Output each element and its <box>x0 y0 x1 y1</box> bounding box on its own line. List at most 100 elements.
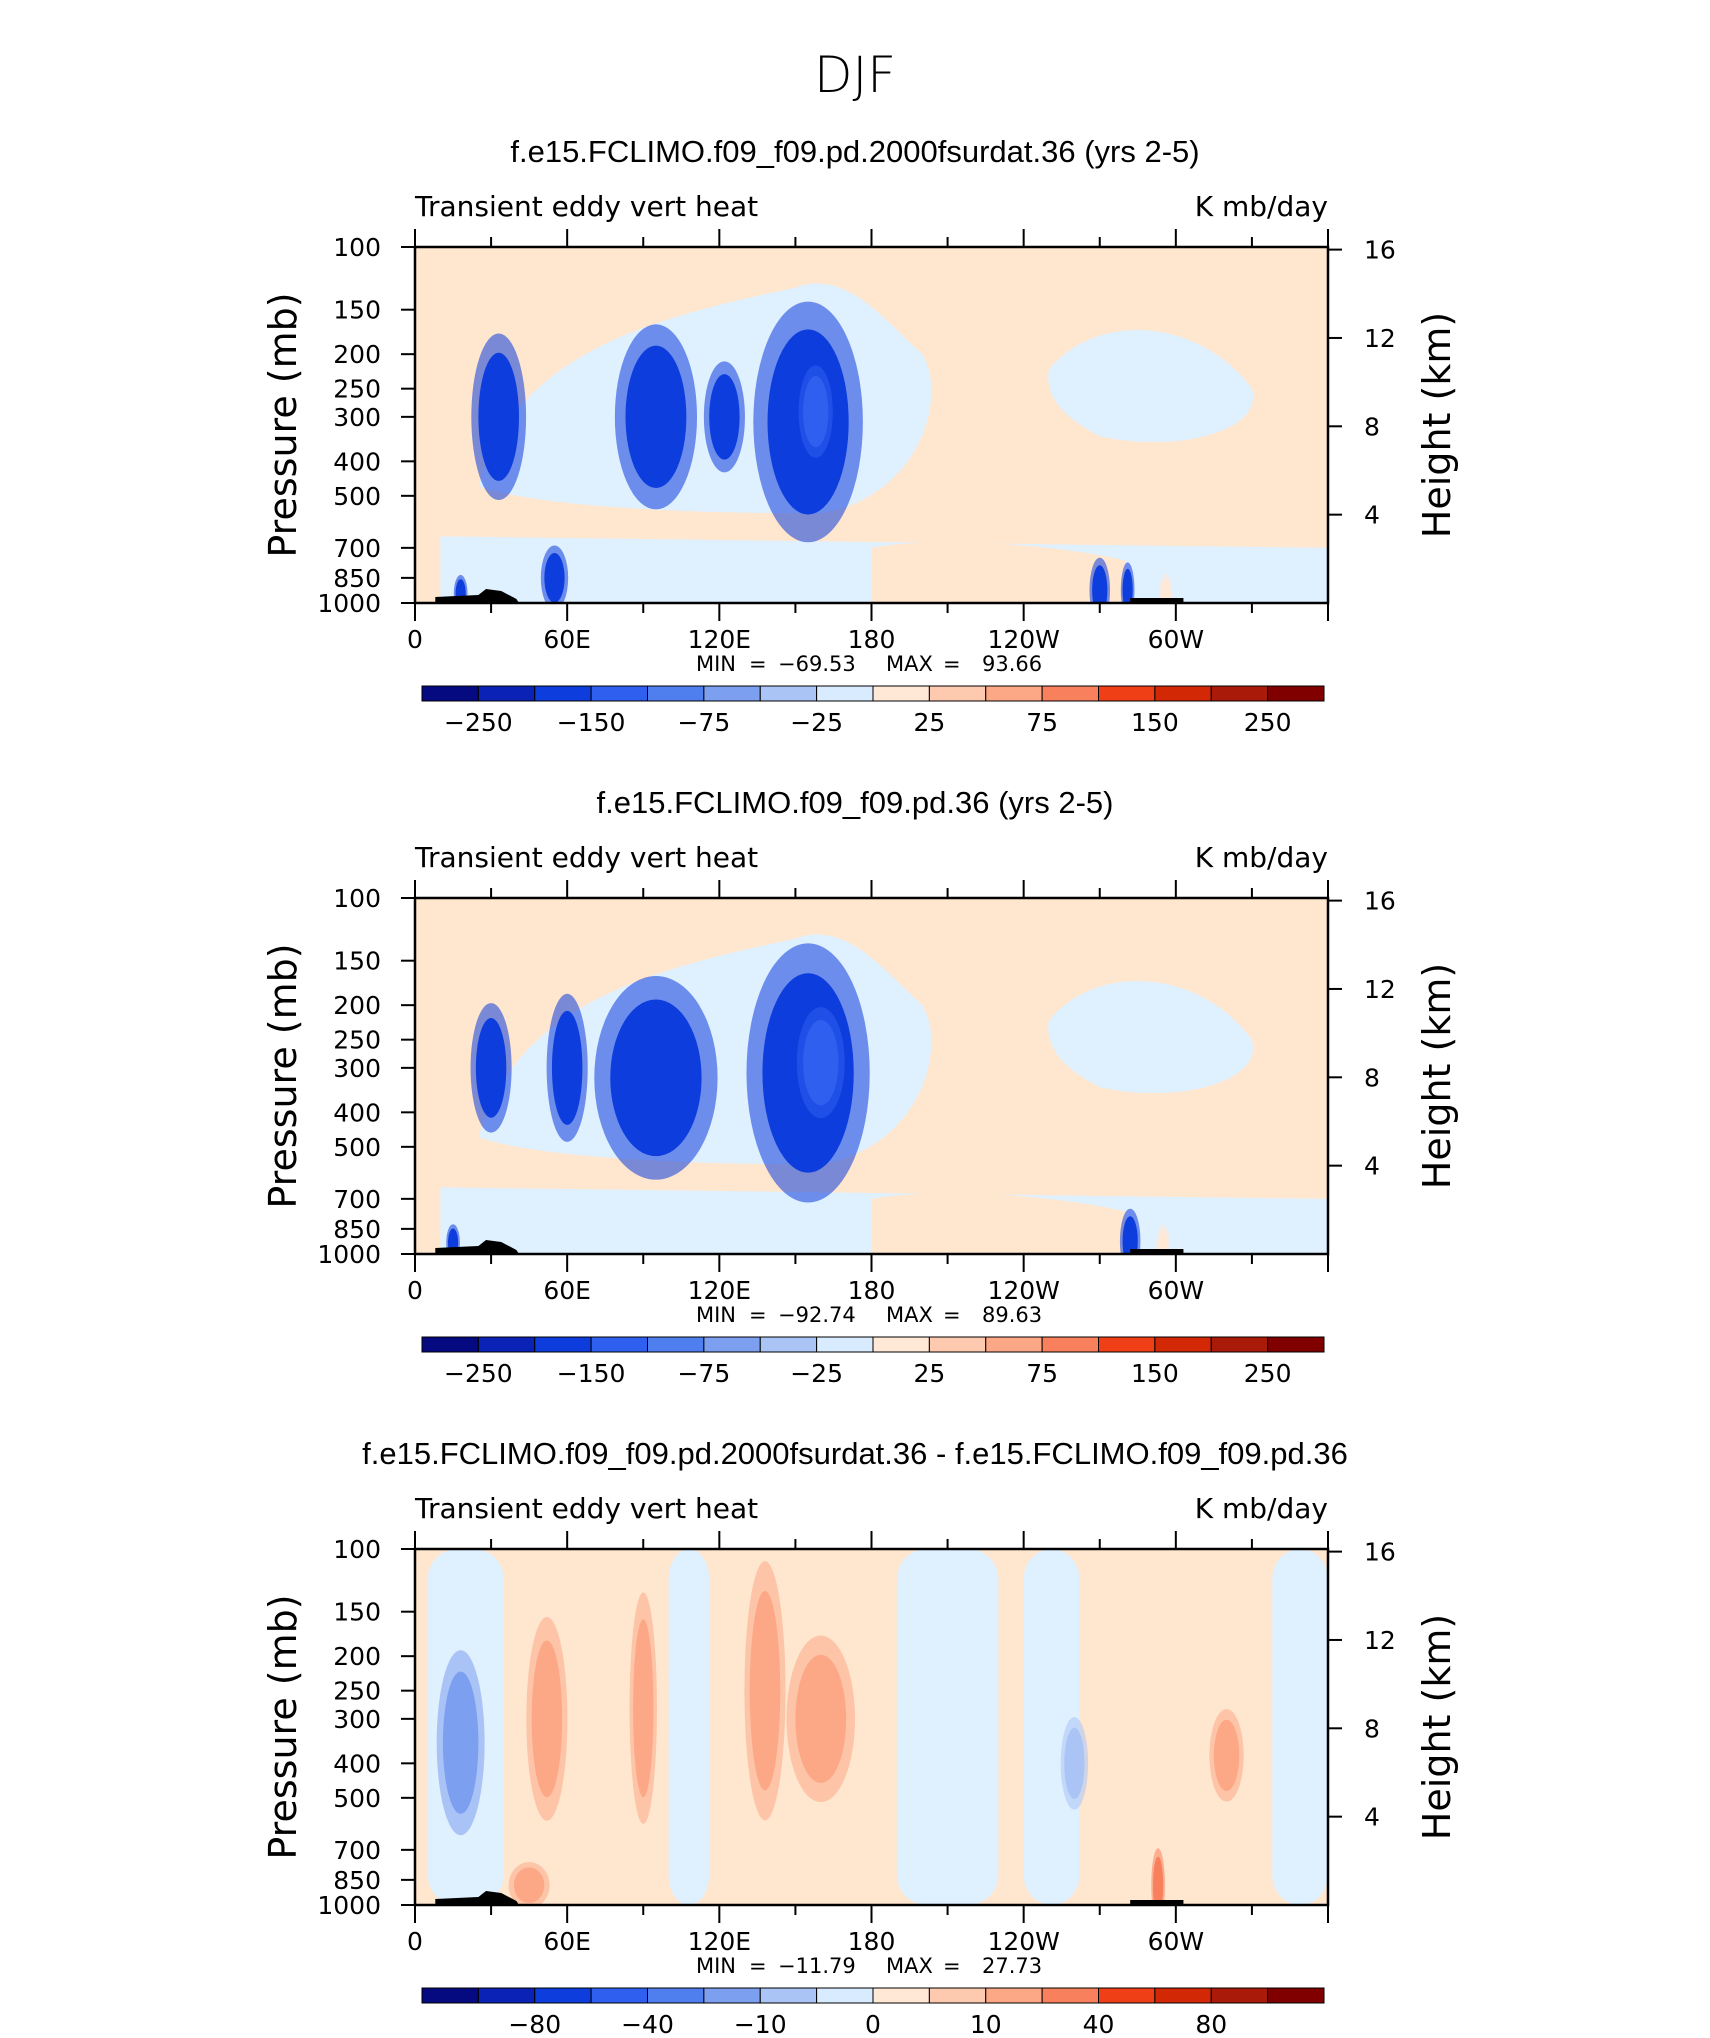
chart-panel: f.e15.FCLIMO.f09_f09.pd.2000fsurdat.36 -… <box>261 1436 1459 2038</box>
contour-core <box>513 1867 545 1904</box>
x-tick-label: 120E <box>688 625 752 654</box>
y-right-tick-label: 4 <box>1364 501 1380 530</box>
x-tick-label: 60E <box>543 625 591 654</box>
colorbar-swatch <box>759 1987 818 2004</box>
colorbar-label: 0 <box>865 2010 881 2038</box>
colorbar-swatch <box>590 1987 648 2004</box>
panel-title: f.e15.FCLIMO.f09_f09.pd.2000fsurdat.36 (… <box>510 134 1199 169</box>
colorbar-label: −150 <box>557 1359 626 1388</box>
y-right-tick-label: 16 <box>1364 1538 1396 1567</box>
colorbar-label: 25 <box>913 708 945 737</box>
colorbar-swatch <box>647 1336 705 1353</box>
colorbar-swatch <box>1267 685 1325 702</box>
contour-field <box>415 898 1328 1254</box>
min-label: MIN <box>696 652 736 676</box>
x-tick-label: 120W <box>987 1927 1059 1956</box>
y-tick-label: 200 <box>333 340 381 369</box>
y-tick-label: 250 <box>333 375 381 404</box>
contour-core <box>442 1671 479 1814</box>
colorbar-label: 250 <box>1244 1359 1292 1388</box>
contour-core <box>1092 565 1108 603</box>
topography <box>1130 598 1184 603</box>
colorbar-swatch <box>534 685 592 702</box>
y-tick-label: 850 <box>333 1215 381 1244</box>
colorbar-swatch <box>590 685 648 702</box>
topography <box>1130 1900 1184 1905</box>
max-equals: = <box>943 1954 961 1978</box>
negative-region <box>1272 1549 1328 1905</box>
y-tick-label: 150 <box>333 296 381 325</box>
y-tick-label: 400 <box>333 447 381 476</box>
x-tick-label: 0 <box>407 625 423 654</box>
colorbar-swatch <box>1154 685 1212 702</box>
variable-label: Transient eddy vert heat <box>414 841 758 874</box>
contour-core <box>544 552 565 603</box>
y-tick-label: 1000 <box>317 1891 381 1920</box>
x-tick-label: 120W <box>987 1276 1059 1305</box>
contour-core <box>1153 1856 1164 1905</box>
colorbar-swatch <box>590 1336 648 1353</box>
x-tick-label: 120W <box>987 625 1059 654</box>
y-tick-label: 250 <box>333 1026 381 1055</box>
contour-core <box>1122 1216 1138 1254</box>
colorbar-label: −80 <box>508 2010 561 2038</box>
variable-label: Transient eddy vert heat <box>414 190 758 223</box>
y-tick-label: 400 <box>333 1098 381 1127</box>
y-tick-label: 200 <box>333 991 381 1020</box>
contour-core <box>478 352 519 481</box>
colorbar-swatch <box>872 1987 930 2004</box>
variable-label: Transient eddy vert heat <box>414 1492 758 1525</box>
contour-field <box>415 1549 1328 1905</box>
colorbar-label: 40 <box>1083 2010 1115 2038</box>
colorbar-swatch <box>703 1987 761 2004</box>
min-value: −11.79 <box>778 1954 856 1978</box>
colorbar-swatch <box>759 1336 818 1353</box>
max-equals: = <box>943 652 961 676</box>
y-tick-label: 850 <box>333 1866 381 1895</box>
contour-core <box>625 345 687 489</box>
colorbar-label: −150 <box>557 708 626 737</box>
x-tick-label: 60W <box>1148 1276 1205 1305</box>
y-tick-label: 850 <box>333 564 381 593</box>
y-right-tick-label: 16 <box>1364 887 1396 916</box>
topography <box>435 1240 519 1254</box>
y-right-tick-label: 12 <box>1364 1626 1396 1655</box>
topography <box>435 1891 519 1905</box>
y-axis-title-right: Height (km) <box>1415 312 1459 538</box>
x-tick-label: 120E <box>688 1927 752 1956</box>
max-value: 89.63 <box>982 1303 1042 1327</box>
contour-core <box>1160 578 1171 603</box>
colorbar-label: 150 <box>1131 708 1179 737</box>
contour-core <box>709 374 740 460</box>
panel-title: f.e15.FCLIMO.f09_f09.pd.36 (yrs 2-5) <box>597 785 1114 820</box>
positive-region <box>871 1193 1126 1254</box>
colorbar-swatch <box>1041 685 1099 702</box>
negative-region <box>1048 981 1254 1094</box>
min-equals: = <box>749 1303 767 1327</box>
y-axis-title: Pressure (mb) <box>261 943 305 1208</box>
x-tick-label: 120E <box>688 1276 752 1305</box>
x-tick-label: 60W <box>1148 1927 1205 1956</box>
colorbar-swatch <box>1041 1336 1099 1353</box>
y-right-tick-label: 4 <box>1364 1152 1380 1181</box>
colorbar-label: 75 <box>1026 708 1058 737</box>
colorbar-label: 75 <box>1026 1359 1058 1388</box>
negative-region <box>1048 330 1254 443</box>
colorbar-swatch <box>421 1987 479 2004</box>
colorbar-swatch <box>647 1987 705 2004</box>
colorbar-swatch <box>534 1987 592 2004</box>
x-tick-label: 180 <box>848 1927 896 1956</box>
y-tick-label: 500 <box>333 1784 381 1813</box>
x-tick-label: 60E <box>543 1927 591 1956</box>
units-label: K mb/day <box>1195 841 1328 874</box>
colorbar-swatch <box>985 1987 1043 2004</box>
contour-core <box>1064 1727 1085 1799</box>
colorbar-label: −75 <box>677 1359 730 1388</box>
y-axis-title: Pressure (mb) <box>261 1594 305 1859</box>
colorbar-swatch <box>928 1987 987 2004</box>
min-value: −69.53 <box>778 652 856 676</box>
x-tick-label: 0 <box>407 1276 423 1305</box>
positive-region <box>871 542 1126 603</box>
y-tick-label: 700 <box>333 534 381 563</box>
